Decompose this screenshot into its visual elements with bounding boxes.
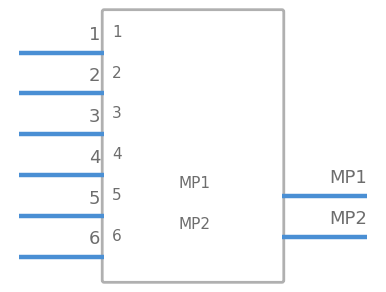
Text: 6: 6	[89, 230, 100, 248]
Text: 2: 2	[112, 65, 122, 81]
Text: 4: 4	[112, 147, 122, 162]
Text: MP2: MP2	[179, 217, 211, 232]
Text: 1: 1	[89, 26, 100, 44]
Text: 5: 5	[89, 190, 100, 208]
Text: 5: 5	[112, 188, 122, 203]
Text: MP1: MP1	[329, 169, 367, 187]
Text: 4: 4	[89, 149, 100, 167]
Text: 3: 3	[89, 108, 100, 126]
Text: 2: 2	[89, 67, 100, 85]
FancyBboxPatch shape	[102, 10, 284, 282]
Text: MP1: MP1	[179, 176, 211, 192]
Text: 1: 1	[112, 25, 122, 40]
Text: MP2: MP2	[329, 210, 367, 228]
Text: 3: 3	[112, 106, 122, 121]
Text: 6: 6	[112, 229, 122, 244]
